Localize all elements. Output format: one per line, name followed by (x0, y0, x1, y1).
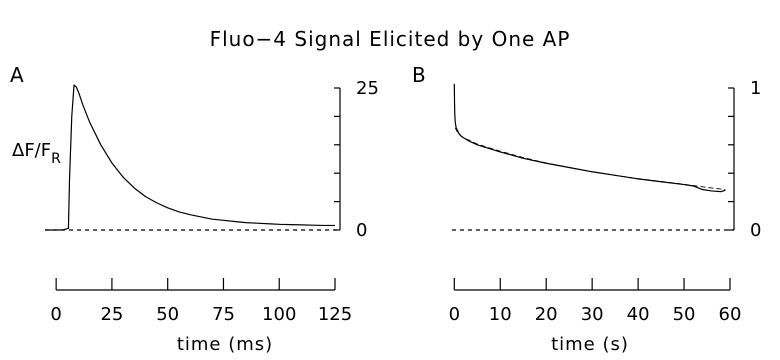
panel-a-x-tick-label: 50 (156, 304, 179, 325)
panel-a-label: A (10, 63, 24, 87)
panel-b-label: B (412, 63, 426, 87)
panel-a-ylabel-sub: R (51, 151, 61, 167)
panel-b-x-tick-label: 60 (719, 304, 742, 325)
panel-a-x-tick-label: 125 (318, 304, 352, 325)
panel-b-x-tick-label: 10 (489, 304, 512, 325)
panel-b-x-tick-label: 0 (449, 304, 460, 325)
panel-b-y-tick-label: 1 (750, 78, 761, 99)
panel-b-series-1 (453, 83, 726, 193)
panel-b-x-tick-label: 50 (673, 304, 696, 325)
panel-a-x-tick-label: 25 (100, 304, 123, 325)
panel-a-x-tick-label: 75 (212, 304, 235, 325)
panel-b-x-tick-label: 30 (581, 304, 604, 325)
panel-b-xlabel: time (s) (551, 334, 629, 355)
panel-a-series-1 (45, 84, 335, 231)
panel-a-ylabel-main: ΔF/F (12, 140, 51, 161)
panel-b-y-tick-label: 0 (750, 220, 761, 241)
panel-a-x-tick-label: 100 (262, 304, 296, 325)
panel-b-x-tick-label: 20 (535, 304, 558, 325)
panel-a-ylabel: ΔF/FR (12, 140, 61, 167)
panel-b-series-2 (454, 127, 726, 190)
panel-a-y-tick-label: 25 (356, 78, 379, 99)
panel-a-xlabel: time (ms) (177, 334, 273, 355)
chart-title: Fluo−4 Signal Elicited by One AP (210, 27, 571, 51)
panel-b-x-tick-label: 40 (627, 304, 650, 325)
panel-a-y-tick-label: 0 (356, 220, 367, 241)
panel-a-x-tick-label: 0 (50, 304, 61, 325)
